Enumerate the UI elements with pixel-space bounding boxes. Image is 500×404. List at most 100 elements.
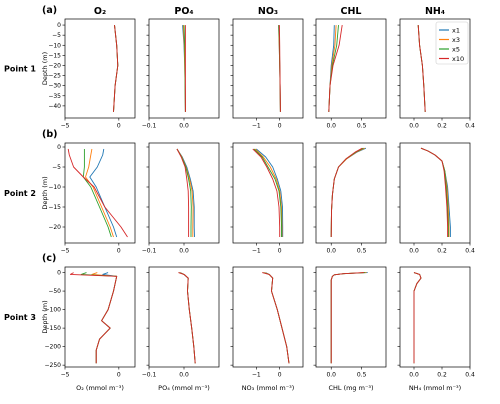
x-tick-label: 0.0 [326,123,336,130]
axes-frame [315,18,387,119]
axes-frame [232,142,304,244]
y-tick-label: −100 [45,307,62,314]
column-title: CHL [341,6,362,17]
x-tick-label: −0.1 [142,248,157,255]
axes-frame [399,266,471,368]
y-tick-label: −250 [45,362,62,369]
x-tick-label: 0.0 [409,372,419,379]
series-line-x5 [330,272,366,364]
x-axis-label: CHL (mg m⁻³) [328,384,373,392]
axes-frame [148,266,220,368]
x-tick-label: 0 [117,372,121,379]
series-line-x10 [330,272,365,364]
x-tick-label: −5 [61,123,70,130]
x-axis-label: O₂ (mmol m⁻³) [76,384,124,392]
x-tick-label: 0.5 [357,123,367,130]
series-line-x5 [263,272,290,364]
x-tick-label: 0.2 [437,248,447,255]
x-tick-label: −5 [61,372,70,379]
series-line-x5 [413,272,422,364]
axes-frame [64,18,136,119]
series-line-x10 [278,25,281,112]
series-line-x3 [264,272,290,364]
x-tick-label: 0.2 [437,372,447,379]
x-tick-label: 0 [278,123,282,130]
x-axis-label: NO₃ (mmol m⁻³) [242,384,295,392]
panel-label: (b) [42,129,57,140]
x-tick-label: 0.5 [357,248,367,255]
series-line-x10 [328,25,343,112]
series-line-x10 [413,272,422,364]
series-line-x10 [113,25,119,112]
series-line-x1 [89,148,118,238]
y-axis-label: Depth (m) [41,176,49,209]
series-line-x5 [178,272,196,364]
legend-entry: x10 [452,55,464,63]
y-axis-label: Depth (m) [41,52,49,85]
x-tick-label: 0 [117,123,121,130]
x-tick-label: 0.0 [179,248,189,255]
series-line-x10 [417,25,426,112]
series-line-x10 [69,272,118,364]
x-tick-label: 0.4 [465,248,475,255]
series-line-x5 [420,147,449,237]
x-tick-label: 0.0 [326,372,336,379]
x-axis-label: NH₄ (mmol m⁻³) [409,384,461,392]
legend-entry: x3 [452,36,460,44]
legend-entry: x1 [452,27,460,35]
x-tick-label: −5 [61,248,70,255]
series-line-x10 [176,148,190,237]
axes-frame [232,18,304,119]
y-tick-label: −25 [48,73,61,80]
series-line-x3 [413,272,422,364]
x-axis-label: PO₄ (mmol m⁻³) [158,384,210,392]
panel-label: (a) [42,5,57,16]
series-line-x5 [80,272,118,364]
x-tick-label: −0.1 [142,123,157,130]
series-line-x3 [91,272,118,364]
legend-entry: x5 [452,46,460,54]
x-tick-label: 0.4 [465,123,475,130]
legend-box [435,21,469,65]
y-tick-label: 0 [57,270,61,277]
axes-frame [232,266,304,368]
column-title: NO₃ [258,6,278,17]
series-line-x10 [252,148,281,237]
y-tick-label: −10 [48,184,61,191]
x-tick-label: −0.1 [142,372,157,379]
x-tick-label: 0 [278,248,282,255]
x-tick-label: 0.0 [409,248,419,255]
series-line-x5 [253,148,282,237]
axes-frame [399,142,471,244]
axes-frame [315,266,387,368]
y-tick-label: −15 [48,52,61,59]
x-tick-label: 0.4 [465,372,475,379]
x-tick-label: 0.2 [437,123,447,130]
series-line-x3 [330,272,367,364]
x-tick-label: 0 [278,372,282,379]
y-tick-label: −5 [52,32,61,39]
series-line-x10 [420,147,449,237]
axes-frame [64,142,136,244]
y-tick-label: −50 [48,288,61,295]
x-tick-label: 0.5 [357,372,367,379]
series-line-x1 [256,148,284,237]
series-line-x10 [330,147,363,238]
series-line-x1 [95,272,118,364]
axes-frame [315,142,387,244]
y-tick-label: −20 [48,62,61,69]
series-line-x10 [178,272,196,364]
x-tick-label: 0 [117,248,121,255]
series-line-x1 [265,272,290,364]
y-tick-label: −40 [48,103,61,110]
series-line-x10 [262,272,290,364]
series-line-x3 [254,148,283,237]
row-label: Point 2 [4,189,36,198]
series-line-x1 [330,272,368,364]
x-tick-label: −1 [252,248,261,255]
row-label: Point 1 [4,65,36,74]
series-line-x3 [420,147,450,237]
x-tick-label: 0.0 [179,372,189,379]
x-tick-label: 0.0 [409,123,419,130]
y-tick-label: −10 [48,42,61,49]
